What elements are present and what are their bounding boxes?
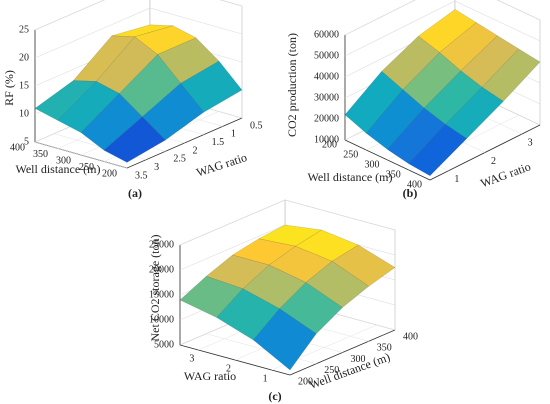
y-tick-label: 2	[491, 156, 496, 167]
grid-line	[34, 141, 128, 169]
grid-line	[34, 7, 243, 59]
z-tick-label: 5	[24, 136, 29, 147]
z-tick-label: 20	[19, 52, 29, 63]
x-tick-label: 400	[403, 331, 418, 342]
x-axis-title: Well distance (m)	[307, 170, 392, 184]
surface-patch	[408, 124, 467, 177]
z-tick-label: 5000	[154, 339, 174, 350]
z-tick-label: 30000	[314, 92, 339, 103]
z-axis-title: RF (%)	[2, 70, 16, 106]
z-tick-label: 60000	[314, 29, 339, 40]
grid-line	[344, 0, 541, 36]
z-tick-label: 50000	[314, 50, 339, 61]
x-tick-label: 300	[351, 354, 366, 365]
z-tick-label: 15	[19, 80, 29, 91]
panel-label: (c)	[268, 389, 281, 403]
y-tick-label: 3	[189, 353, 194, 364]
panel-label: (b)	[403, 186, 418, 200]
x-tick-label: 250	[343, 149, 358, 160]
x-axis-title: Well distance (m)	[15, 162, 100, 176]
x-tick-label: 350	[33, 149, 48, 160]
z-axis-title: CO2 production (ton)	[285, 33, 299, 137]
x-tick-label: 200	[298, 376, 313, 387]
z-tick-label: 20000	[314, 113, 339, 124]
z-tick-label: 25	[19, 24, 29, 35]
y-tick-label: 1	[231, 129, 236, 140]
y-tick-label: 0.5	[250, 120, 263, 131]
grid-line	[344, 0, 541, 57]
x-tick-label: 200	[102, 168, 117, 179]
z-tick-label: 15000	[149, 289, 174, 300]
y-axis-title: WAG ratio	[479, 159, 533, 190]
x-tick-label: 250	[79, 162, 94, 173]
z-tick-label: 40000	[314, 71, 339, 82]
surface-patch	[80, 93, 143, 151]
x-tick-label: 400	[407, 179, 422, 190]
panel-label: (a)	[128, 186, 142, 200]
grid-line	[34, 0, 243, 31]
z-tick-label: 10000	[314, 134, 339, 145]
y-tick-label: 2	[193, 145, 198, 156]
y-tick-label: 2.5	[173, 154, 186, 165]
y-tick-label: 3.5	[135, 170, 148, 181]
x-tick-label: 300	[56, 155, 71, 166]
y-tick-label: 3	[528, 137, 533, 148]
y-tick-label: 1.5	[212, 137, 225, 148]
surface-patch	[216, 288, 280, 341]
y-tick-label: 1	[454, 174, 459, 185]
y-axis-title: WAG ratio	[195, 150, 249, 179]
z-tick-label: 10000	[149, 314, 174, 325]
z-tick-label: 10	[19, 108, 29, 119]
surface-patch	[34, 80, 97, 121]
x-tick-label: 400	[10, 142, 25, 153]
z-axis-title: Net CO2 storage (ton)	[148, 235, 162, 342]
y-tick-label: 1	[263, 373, 268, 384]
x-tick-label: 300	[365, 159, 380, 170]
y-tick-label: 3	[154, 162, 159, 173]
surface-patch	[205, 254, 270, 289]
grid-line	[179, 199, 396, 246]
z-tick-label: 20000	[149, 264, 174, 275]
x-tick-label: 350	[377, 343, 392, 354]
x-tick-label: 200	[322, 139, 337, 150]
x-tick-label: 350	[386, 169, 401, 180]
y-axis-title: WAG ratio	[184, 369, 236, 383]
y-tick-label: 2	[226, 363, 231, 374]
surface-patch	[103, 116, 166, 163]
z-tick-label: 25000	[149, 239, 174, 250]
surface-patch	[253, 308, 317, 371]
x-tick-label: 250	[324, 365, 339, 376]
